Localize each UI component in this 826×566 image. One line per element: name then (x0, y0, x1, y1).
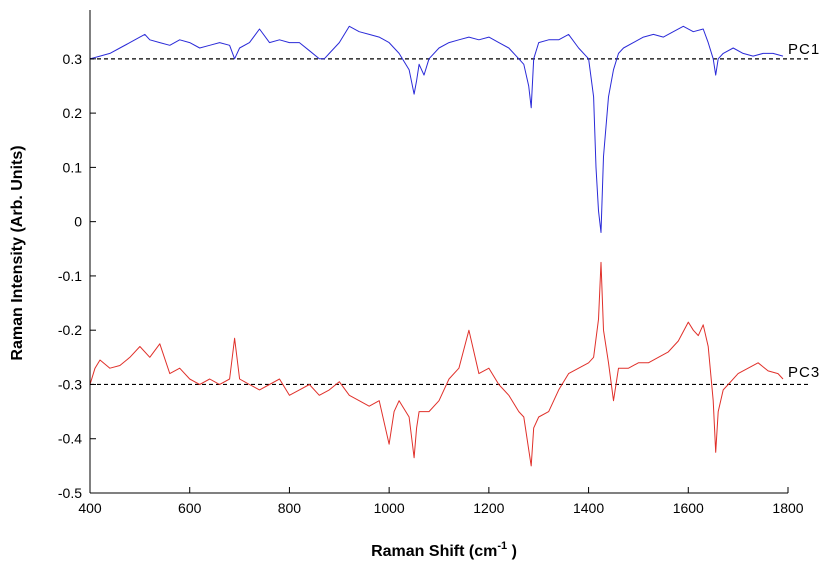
x-axis-title: Raman Shift (cm-1 ) (371, 540, 517, 560)
series-label-pc1: PC1 (788, 41, 820, 58)
y-tick-label: 0.3 (63, 51, 83, 67)
x-tick-label: 1800 (772, 500, 803, 516)
x-tick-label: 400 (78, 500, 102, 516)
y-axis-ticks: -0.5 -0.4 -0.3 -0.2 -0.1 0 0.1 0.2 0.3 (58, 51, 96, 501)
y-tick-label: -0.1 (58, 268, 82, 284)
x-tick-label: 1000 (374, 500, 405, 516)
y-tick-label: -0.5 (58, 485, 82, 501)
series-labels: PC1 PC3 (788, 41, 820, 381)
y-tick-label: 0.1 (63, 159, 83, 175)
series-lines (89, 25, 784, 467)
series-label-pc3: PC3 (788, 364, 820, 381)
y-tick-label: -0.2 (58, 322, 82, 338)
x-tick-label: 800 (278, 500, 302, 516)
y-axis-title: Raman Intensity (Arb. Units) (9, 145, 26, 360)
axes (89, 10, 788, 494)
x-axis-ticks: 400 600 800 1000 1200 1400 1600 1800 (78, 487, 804, 516)
y-tick-label: -0.3 (58, 376, 82, 392)
series-line-pc1 (89, 25, 784, 233)
y-tick-label: -0.4 (58, 431, 82, 447)
x-tick-label: 1600 (673, 500, 704, 516)
x-tick-label: 1200 (473, 500, 504, 516)
series-line-pc3 (89, 261, 784, 467)
x-tick-label: 1400 (573, 500, 604, 516)
y-tick-label: 0 (74, 214, 82, 230)
x-tick-label: 600 (178, 500, 202, 516)
reference-lines (90, 58, 808, 386)
y-tick-label: 0.2 (63, 105, 83, 121)
